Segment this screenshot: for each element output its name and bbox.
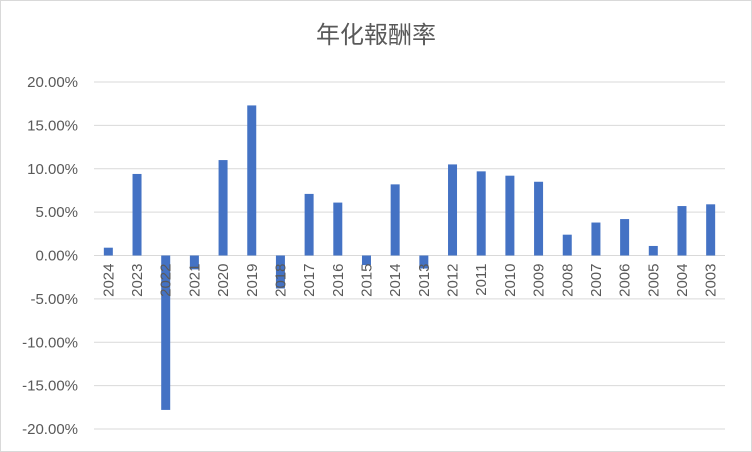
x-tick-label: 2020 <box>215 264 232 297</box>
x-tick-label: 2006 <box>617 264 634 297</box>
x-tick-label: 2007 <box>588 264 605 297</box>
x-tick-label: 2010 <box>502 264 519 297</box>
x-tick-label: 2011 <box>473 264 490 296</box>
bar-2019 <box>247 105 257 256</box>
y-tick-label: 15.00% <box>27 117 78 134</box>
bar-2016 <box>333 202 343 256</box>
x-tick-label: 2015 <box>358 264 375 297</box>
bar-2007 <box>591 222 601 256</box>
x-tick-label: 2024 <box>100 264 117 297</box>
x-tick-label: 2005 <box>645 264 662 297</box>
y-tick-label: -15.00% <box>22 378 78 395</box>
x-tick-label: 2003 <box>703 264 720 297</box>
bar-2006 <box>620 219 630 256</box>
bar-2010 <box>505 175 515 256</box>
y-tick-label: 20.00% <box>27 74 78 91</box>
x-tick-label: 2023 <box>129 264 146 297</box>
chart-title: 年化報酬率 <box>316 21 436 49</box>
bar-2013 <box>419 255 429 269</box>
y-tick-label: -5.00% <box>30 291 78 308</box>
bar-2024 <box>103 247 113 256</box>
bar-2023 <box>132 173 142 256</box>
bar-2005 <box>648 245 658 256</box>
x-tick-label: 2018 <box>272 264 289 297</box>
bar-2020 <box>218 160 228 256</box>
x-tick-label: 2009 <box>531 264 548 297</box>
bar-2014 <box>390 184 400 256</box>
x-tick-label: 2019 <box>244 264 261 297</box>
bar-2003 <box>706 204 716 256</box>
x-tick-label: 2017 <box>301 264 318 297</box>
x-tick-label: 2021 <box>186 264 203 297</box>
bar-2017 <box>304 193 314 256</box>
x-tick-label: 2016 <box>330 264 347 297</box>
y-tick-label: 5.00% <box>35 204 78 221</box>
x-tick-label: 2008 <box>559 264 576 297</box>
bar-2009 <box>534 181 544 256</box>
x-tick-label: 2004 <box>674 264 691 297</box>
bar-2011 <box>476 171 486 256</box>
y-tick-label: -20.00% <box>22 421 78 438</box>
bar-2021 <box>189 255 199 270</box>
bar-2022 <box>161 255 171 410</box>
bar-2012 <box>448 164 458 256</box>
y-tick-label: 10.00% <box>27 161 78 178</box>
bar-2004 <box>677 206 687 256</box>
bar-2015 <box>361 255 371 266</box>
bar-2018 <box>275 255 285 289</box>
x-tick-label: 2012 <box>445 264 462 297</box>
x-tick-label: 2022 <box>158 264 175 297</box>
y-tick-label: -10.00% <box>22 334 78 351</box>
x-tick-label: 2014 <box>387 264 404 297</box>
x-tick-label: 2013 <box>416 264 433 297</box>
bar-2008 <box>562 234 572 256</box>
y-tick-label: 0.00% <box>35 248 78 265</box>
